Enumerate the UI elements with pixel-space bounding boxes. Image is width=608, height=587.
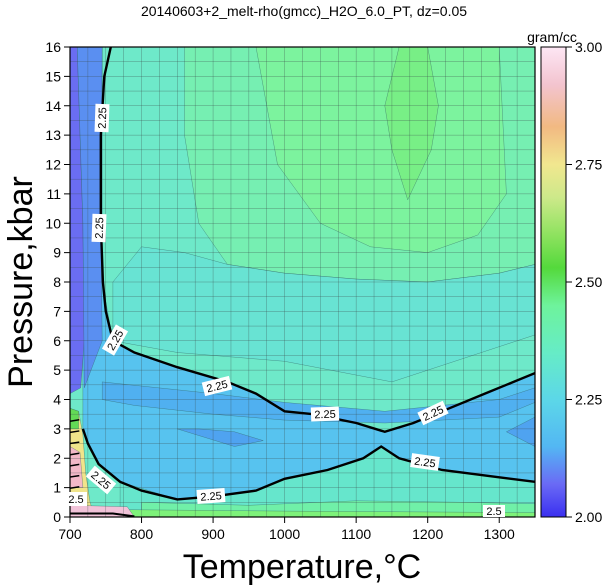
svg-text:2.25: 2.25: [97, 107, 110, 129]
contour-label: 2.25: [310, 406, 340, 422]
x-tick-label: 1000: [269, 526, 300, 542]
contour-label: 2.25: [410, 453, 440, 471]
contour-line-dense: [70, 430, 80, 434]
contour-line-dense: [70, 441, 80, 445]
chart-title: 20140603+2_melt-rho(gmcc)_H2O_6.0_PT, dz…: [141, 3, 467, 19]
plot-area: [70, 47, 535, 517]
y-tick-label: 4: [53, 392, 61, 408]
svg-text:2.5: 2.5: [68, 494, 83, 506]
y-tick-label: 0: [53, 509, 61, 525]
y-tick-label: 16: [45, 39, 61, 55]
x-tick-label: 800: [130, 526, 154, 542]
svg-text:2.25: 2.25: [205, 379, 229, 396]
contour-line-dense: [70, 419, 80, 422]
colorbar-ticks: 2.00 2.25 2.50 2.75 3.00: [566, 39, 602, 525]
colorbar-tick-label: 2.75: [575, 157, 602, 173]
svg-text:2.5: 2.5: [486, 506, 501, 518]
x-tick-label: 1300: [484, 526, 515, 542]
y-tick-label: 13: [45, 127, 61, 143]
x-tick-label: 1200: [412, 526, 443, 542]
y-tick-label: 1: [53, 480, 61, 496]
y-tick-label: 5: [53, 362, 61, 378]
contour-line-dense: [70, 463, 80, 467]
y-tick-label: 14: [45, 98, 61, 114]
colorbar: gram/cc 2.00 2.25 2.50 2.75 3.00: [527, 29, 602, 525]
contour-label: 2.5: [483, 505, 505, 518]
contour-band: [505, 416, 535, 447]
svg-text:2.25: 2.25: [200, 490, 222, 503]
y-tick-label: 6: [53, 333, 61, 349]
contour-label: 2.25: [201, 375, 233, 397]
y-tick-label: 11: [46, 186, 61, 202]
grid-lines: [70, 47, 535, 517]
contour-label: 2.5: [65, 492, 87, 506]
colorbar-unit: gram/cc: [527, 29, 577, 45]
y-tick-label: 2: [53, 450, 61, 466]
contour-line-dense: [70, 452, 80, 456]
y-tick-label: 3: [53, 421, 61, 437]
contour-line-dense: [70, 486, 80, 489]
contour-label: 2.25: [91, 213, 107, 243]
x-tick-label: 700: [58, 526, 82, 542]
colorbar-tick-label: 3.00: [575, 39, 602, 55]
y-tick-label: 8: [53, 274, 61, 290]
x-tick-label: 1100: [341, 526, 371, 542]
contour-band: [384, 47, 439, 201]
contour-line-dense: [70, 474, 80, 478]
colorbar-tick-label: 2.00: [575, 509, 602, 525]
y-tick-label: 9: [53, 245, 61, 261]
colorbar-tick-label: 2.25: [575, 392, 602, 408]
contour-label: 2.25: [94, 103, 110, 133]
x-axis: 700 800 900 1000 1100 1200 1300: [58, 517, 515, 542]
x-axis-title: Temperature,°C: [183, 548, 421, 586]
y-tick-label: 7: [53, 303, 61, 319]
y-tick-label: 12: [45, 157, 61, 173]
contour-band: [70, 408, 79, 430]
svg-text:2.25: 2.25: [413, 456, 436, 471]
contour-line-25: [70, 512, 135, 517]
svg-text:2.25: 2.25: [94, 217, 107, 239]
svg-text:2.25: 2.25: [314, 409, 336, 422]
contour-labels: 2.25 2.25 2.25 2.25 2.25 2.25 2.25 2.25: [65, 103, 505, 518]
x-tick-label: 900: [201, 526, 225, 542]
y-axis-title: Pressure,kbar: [2, 176, 40, 388]
y-tick-label: 10: [45, 215, 61, 231]
y-tick-label: 15: [45, 68, 61, 84]
colorbar-gradient: [540, 46, 567, 518]
contour-label: 2.25: [196, 488, 226, 504]
colorbar-tick-label: 2.50: [575, 274, 602, 290]
